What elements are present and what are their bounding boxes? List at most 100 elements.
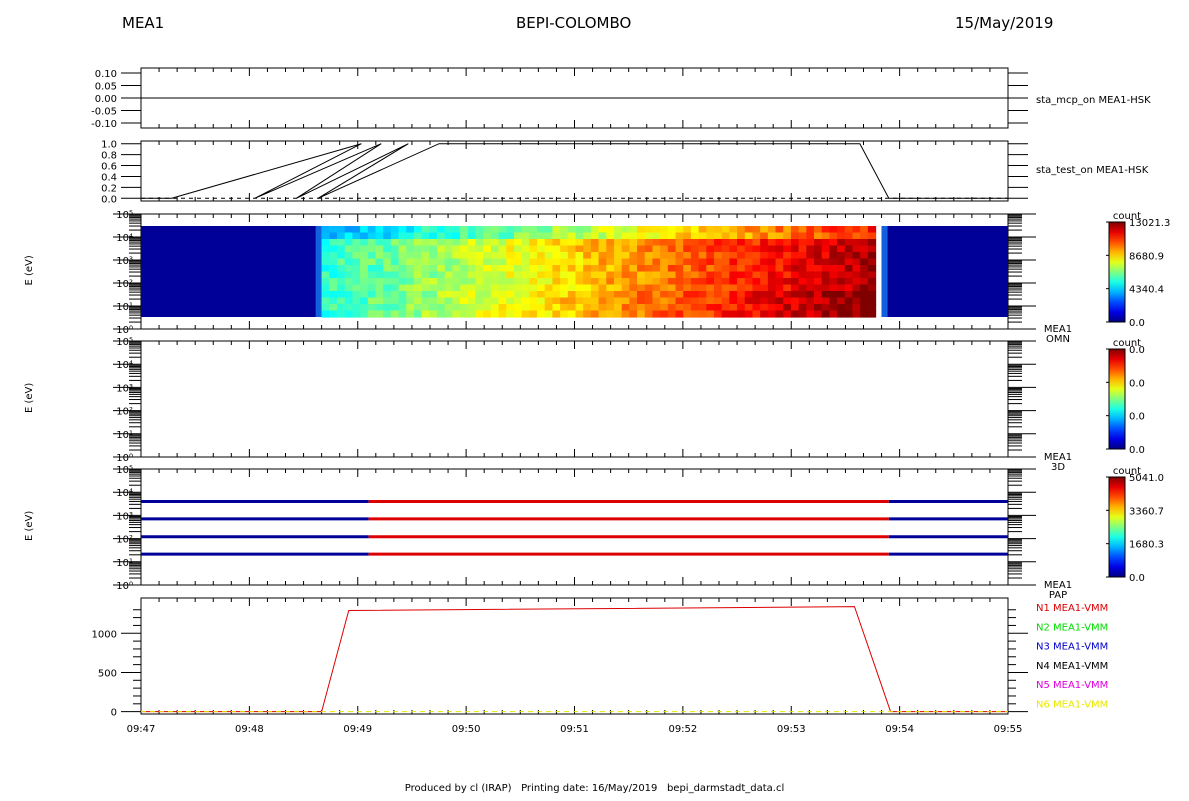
spectrogram-cell xyxy=(344,297,353,305)
spectrogram-cell xyxy=(567,291,577,299)
spectrogram-cell xyxy=(552,278,561,286)
instrument-title: MEA1 xyxy=(122,14,165,32)
panel-3-spectrogram xyxy=(141,226,1008,318)
spectrogram-cell xyxy=(721,232,730,240)
panel-5-colorbar-title: count xyxy=(1113,466,1141,477)
spectrogram-cell xyxy=(367,252,377,260)
spectrogram-cell xyxy=(760,245,769,253)
spectrogram-cell xyxy=(821,239,831,247)
spectrogram-cell xyxy=(737,265,746,273)
spectrogram-cell xyxy=(837,297,846,305)
spectrogram-cell xyxy=(337,310,346,318)
spectrogram-cell xyxy=(637,271,646,279)
spectrogram-cell xyxy=(606,245,615,253)
spectrogram-cell xyxy=(606,252,615,260)
spectrogram-cell xyxy=(798,245,807,253)
spectrogram-cell xyxy=(521,239,530,247)
spectrogram-cell xyxy=(767,258,777,266)
spectrogram-cell xyxy=(444,284,454,292)
spectrogram-cell xyxy=(860,258,869,266)
spectrogram-cell xyxy=(413,232,423,240)
spectrogram-cell xyxy=(398,252,407,260)
spectrogram-cell xyxy=(337,226,346,234)
spectrogram-cell xyxy=(467,310,477,318)
spectrogram-cell xyxy=(413,226,423,234)
spectrogram-cell xyxy=(367,304,377,312)
spectrogram-cell xyxy=(598,232,607,240)
spectrogram-cell xyxy=(437,226,446,234)
spectrogram-cell xyxy=(344,291,353,299)
spectrogram-cell xyxy=(537,278,546,286)
spectrogram-cell xyxy=(806,291,815,299)
panel-2-ytick-label: 0.2 xyxy=(101,183,117,194)
spectrogram-cell xyxy=(675,297,684,305)
spectrogram-cell xyxy=(513,271,523,279)
spectrogram-cell xyxy=(652,245,661,253)
spectrogram-cell xyxy=(837,265,846,273)
spectrogram-cell xyxy=(383,304,392,312)
spectrogram-cell xyxy=(660,252,669,260)
spectrogram-cell xyxy=(683,271,692,279)
spectrogram-cell xyxy=(529,252,538,260)
spectrogram-cell xyxy=(452,252,461,260)
spectrogram-cell xyxy=(406,291,415,299)
spectrogram-cell xyxy=(521,252,530,260)
spectrogram-cell xyxy=(344,258,353,266)
spectrogram-cell xyxy=(406,310,415,318)
spectrogram-cell xyxy=(367,245,377,253)
spectrogram-cell xyxy=(844,258,854,266)
spectrogram-cell xyxy=(621,310,630,318)
spectrogram-cell xyxy=(467,278,477,286)
spectrogram-cell xyxy=(660,291,669,299)
spectrogram-cell xyxy=(544,297,554,305)
spectrogram-cell xyxy=(706,271,715,279)
spectrogram-cell xyxy=(629,304,638,312)
spectrogram-cell xyxy=(560,245,569,253)
spectrogram-cell xyxy=(383,284,392,292)
spectrogram-cell xyxy=(490,297,500,305)
spectrogram-cell xyxy=(729,226,738,234)
spectrogram-cell xyxy=(867,271,877,279)
spectrogram-cell xyxy=(744,232,754,240)
spectrogram-cell xyxy=(821,297,831,305)
spectrogram-cell xyxy=(413,239,423,247)
spectrogram-cell xyxy=(637,226,646,234)
spectrogram-cell xyxy=(637,252,646,260)
spectrogram-cell xyxy=(490,271,500,279)
spectrogram-cell xyxy=(744,226,754,234)
spectrogram-cell xyxy=(613,265,623,273)
spectrogram-cell xyxy=(706,278,715,286)
x-tick-label: 09:47 xyxy=(127,724,156,735)
spectrogram-cell xyxy=(613,271,623,279)
spectrogram-cell xyxy=(790,258,800,266)
spectrogram-cell xyxy=(606,232,615,240)
spectrogram-cell xyxy=(529,245,538,253)
spectrogram-cell xyxy=(521,304,530,312)
spectrogram-cell xyxy=(798,265,807,273)
spectrogram-cell xyxy=(467,226,477,234)
spectrogram-cell xyxy=(721,271,730,279)
spectrogram-cell xyxy=(598,310,607,318)
spectrogram-cell xyxy=(598,297,607,305)
spectrogram-cell xyxy=(798,252,807,260)
spectrogram-cell xyxy=(629,239,638,247)
spectrogram-cell xyxy=(613,310,623,318)
spectrogram-cell xyxy=(783,284,792,292)
spectrogram-cell xyxy=(829,252,838,260)
x-tick-label: 09:55 xyxy=(994,724,1023,735)
spectrogram-cell xyxy=(652,297,661,305)
spectrogram-cell xyxy=(775,252,784,260)
spectrogram-cell xyxy=(814,291,823,299)
spectrogram-cell xyxy=(690,252,700,260)
spectrogram-cell xyxy=(444,278,454,286)
spectrogram-cell xyxy=(814,278,823,286)
spectrogram-cell xyxy=(837,310,846,318)
spectrogram-cell xyxy=(375,239,384,247)
spectrogram-cell xyxy=(698,310,707,318)
spectrogram-cell xyxy=(706,252,715,260)
spectrogram-cell xyxy=(821,232,831,240)
spectrogram-cell xyxy=(583,265,592,273)
spectrogram-cell xyxy=(575,232,584,240)
spectrogram-cell xyxy=(590,304,600,312)
panel-5-colorbar-label: 1680.3 xyxy=(1129,540,1164,551)
